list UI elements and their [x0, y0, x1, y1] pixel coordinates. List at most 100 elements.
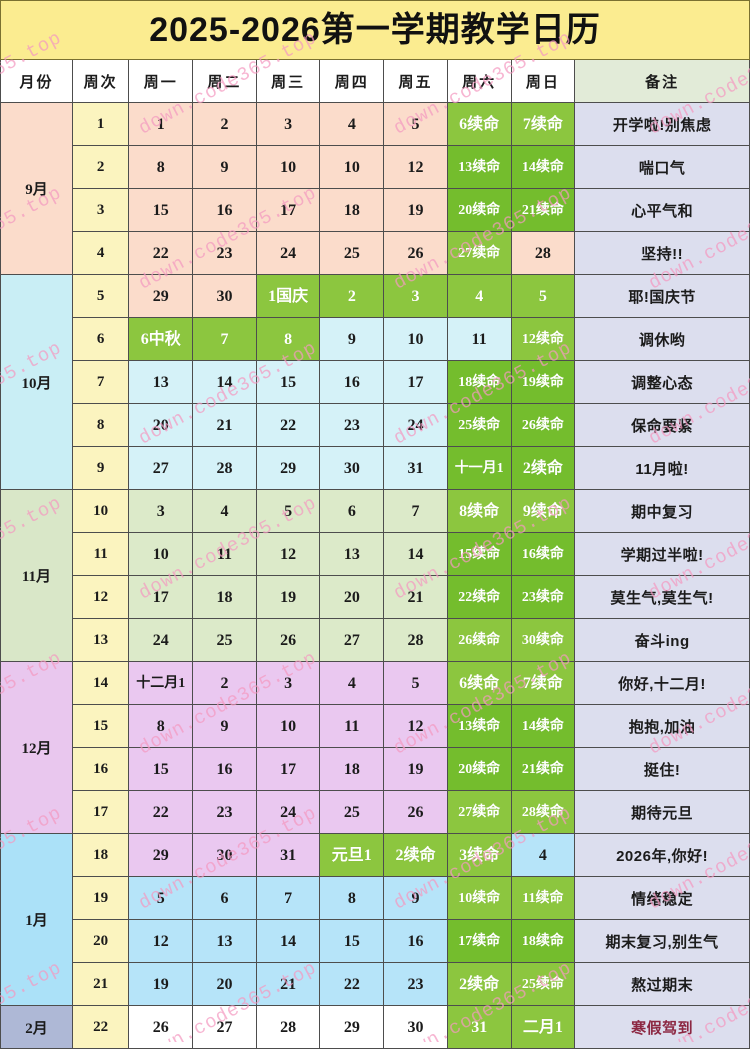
- calendar-day-cell[interactable]: 19: [383, 747, 448, 791]
- calendar-day-cell[interactable]: 15: [128, 747, 194, 791]
- calendar-day-cell[interactable]: 9: [383, 876, 448, 920]
- calendar-day-cell[interactable]: 18: [319, 747, 385, 791]
- calendar-day-cell[interactable]: 30: [192, 833, 257, 877]
- calendar-day-cell[interactable]: 22: [128, 231, 194, 275]
- calendar-day-cell[interactable]: 12: [255, 532, 321, 576]
- calendar-day-cell[interactable]: 17: [383, 360, 448, 404]
- calendar-day-cell[interactable]: 3: [255, 661, 321, 705]
- calendar-day-cell[interactable]: 25: [319, 790, 385, 834]
- calendar-day-cell[interactable]: 9: [319, 317, 385, 361]
- calendar-day-cell[interactable]: 14续命: [510, 145, 576, 189]
- calendar-day-cell[interactable]: 27: [319, 618, 385, 662]
- calendar-day-cell[interactable]: 11续命: [510, 876, 576, 920]
- calendar-day-cell[interactable]: 15: [255, 360, 321, 404]
- calendar-day-cell[interactable]: 17: [255, 747, 321, 791]
- calendar-day-cell[interactable]: 26续命: [446, 618, 512, 662]
- calendar-day-cell[interactable]: 7: [255, 876, 321, 920]
- calendar-day-cell[interactable]: 12: [383, 145, 448, 189]
- calendar-day-cell[interactable]: 26: [383, 231, 448, 275]
- calendar-day-cell[interactable]: 21续命: [510, 747, 576, 791]
- calendar-day-cell[interactable]: 31: [383, 446, 448, 490]
- calendar-day-cell[interactable]: 5: [128, 876, 194, 920]
- calendar-day-cell[interactable]: 26: [128, 1005, 194, 1049]
- calendar-day-cell[interactable]: 21续命: [510, 188, 576, 232]
- calendar-day-cell[interactable]: 10: [128, 532, 194, 576]
- calendar-day-cell[interactable]: 8: [319, 876, 385, 920]
- calendar-day-cell[interactable]: 10: [383, 317, 448, 361]
- calendar-day-cell[interactable]: 2续命: [510, 446, 576, 490]
- calendar-day-cell[interactable]: 11: [319, 704, 385, 748]
- calendar-day-cell[interactable]: 12续命: [510, 317, 576, 361]
- calendar-day-cell[interactable]: 16: [319, 360, 385, 404]
- calendar-day-cell[interactable]: 30续命: [510, 618, 576, 662]
- calendar-day-cell[interactable]: 27续命: [446, 231, 512, 275]
- calendar-day-cell[interactable]: 18续命: [446, 360, 512, 404]
- calendar-day-cell[interactable]: 30: [383, 1005, 448, 1049]
- calendar-day-cell[interactable]: 9: [192, 704, 257, 748]
- calendar-day-cell[interactable]: 23: [192, 790, 257, 834]
- calendar-day-cell[interactable]: 22续命: [446, 575, 512, 619]
- calendar-day-cell[interactable]: 4: [192, 489, 257, 533]
- calendar-day-cell[interactable]: 23: [319, 403, 385, 447]
- calendar-day-cell[interactable]: 15续命: [446, 532, 512, 576]
- calendar-day-cell[interactable]: 31: [446, 1005, 512, 1049]
- calendar-day-cell[interactable]: 26: [383, 790, 448, 834]
- calendar-day-cell[interactable]: 7: [192, 317, 257, 361]
- calendar-day-cell[interactable]: 元旦1: [319, 833, 385, 877]
- calendar-day-cell[interactable]: 5: [383, 102, 448, 146]
- calendar-day-cell[interactable]: 20续命: [446, 188, 512, 232]
- calendar-day-cell[interactable]: 二月1: [510, 1005, 576, 1049]
- calendar-day-cell[interactable]: 29: [128, 833, 194, 877]
- calendar-day-cell[interactable]: 14: [192, 360, 257, 404]
- calendar-day-cell[interactable]: 20: [128, 403, 194, 447]
- calendar-day-cell[interactable]: 16: [192, 747, 257, 791]
- calendar-day-cell[interactable]: 8: [128, 704, 194, 748]
- calendar-day-cell[interactable]: 8: [255, 317, 321, 361]
- calendar-day-cell[interactable]: 19: [255, 575, 321, 619]
- calendar-day-cell[interactable]: 16续命: [510, 532, 576, 576]
- calendar-day-cell[interactable]: 2续命: [446, 962, 512, 1006]
- calendar-day-cell[interactable]: 10: [255, 145, 321, 189]
- calendar-day-cell[interactable]: 17续命: [446, 919, 512, 963]
- calendar-day-cell[interactable]: 25续命: [446, 403, 512, 447]
- calendar-day-cell[interactable]: 5: [510, 274, 576, 318]
- calendar-day-cell[interactable]: 21: [383, 575, 448, 619]
- calendar-day-cell[interactable]: 18续命: [510, 919, 576, 963]
- calendar-day-cell[interactable]: 十一月1: [446, 446, 512, 490]
- calendar-day-cell[interactable]: 21: [192, 403, 257, 447]
- calendar-day-cell[interactable]: 13续命: [446, 145, 512, 189]
- calendar-day-cell[interactable]: 11: [446, 317, 512, 361]
- calendar-day-cell[interactable]: 24: [128, 618, 194, 662]
- calendar-day-cell[interactable]: 19续命: [510, 360, 576, 404]
- calendar-day-cell[interactable]: 25续命: [510, 962, 576, 1006]
- calendar-day-cell[interactable]: 十二月1: [128, 661, 194, 705]
- calendar-day-cell[interactable]: 28续命: [510, 790, 576, 834]
- calendar-day-cell[interactable]: 13续命: [446, 704, 512, 748]
- calendar-day-cell[interactable]: 21: [255, 962, 321, 1006]
- calendar-day-cell[interactable]: 18: [319, 188, 385, 232]
- calendar-day-cell[interactable]: 15: [128, 188, 194, 232]
- calendar-day-cell[interactable]: 20: [192, 962, 257, 1006]
- calendar-day-cell[interactable]: 16: [192, 188, 257, 232]
- calendar-day-cell[interactable]: 4: [319, 102, 385, 146]
- calendar-day-cell[interactable]: 2: [319, 274, 385, 318]
- calendar-day-cell[interactable]: 18: [192, 575, 257, 619]
- calendar-day-cell[interactable]: 28: [192, 446, 257, 490]
- calendar-day-cell[interactable]: 1国庆: [255, 274, 321, 318]
- calendar-day-cell[interactable]: 7续命: [510, 102, 576, 146]
- calendar-day-cell[interactable]: 15: [319, 919, 385, 963]
- calendar-day-cell[interactable]: 10: [319, 145, 385, 189]
- calendar-day-cell[interactable]: 7续命: [510, 661, 576, 705]
- calendar-day-cell[interactable]: 26续命: [510, 403, 576, 447]
- calendar-day-cell[interactable]: 14: [255, 919, 321, 963]
- calendar-day-cell[interactable]: 14续命: [510, 704, 576, 748]
- calendar-day-cell[interactable]: 6中秋: [128, 317, 194, 361]
- calendar-day-cell[interactable]: 31: [255, 833, 321, 877]
- calendar-day-cell[interactable]: 17: [255, 188, 321, 232]
- calendar-day-cell[interactable]: 6续命: [446, 661, 512, 705]
- calendar-day-cell[interactable]: 28: [383, 618, 448, 662]
- calendar-day-cell[interactable]: 30: [319, 446, 385, 490]
- calendar-day-cell[interactable]: 9: [192, 145, 257, 189]
- calendar-day-cell[interactable]: 27续命: [446, 790, 512, 834]
- calendar-day-cell[interactable]: 28: [510, 231, 576, 275]
